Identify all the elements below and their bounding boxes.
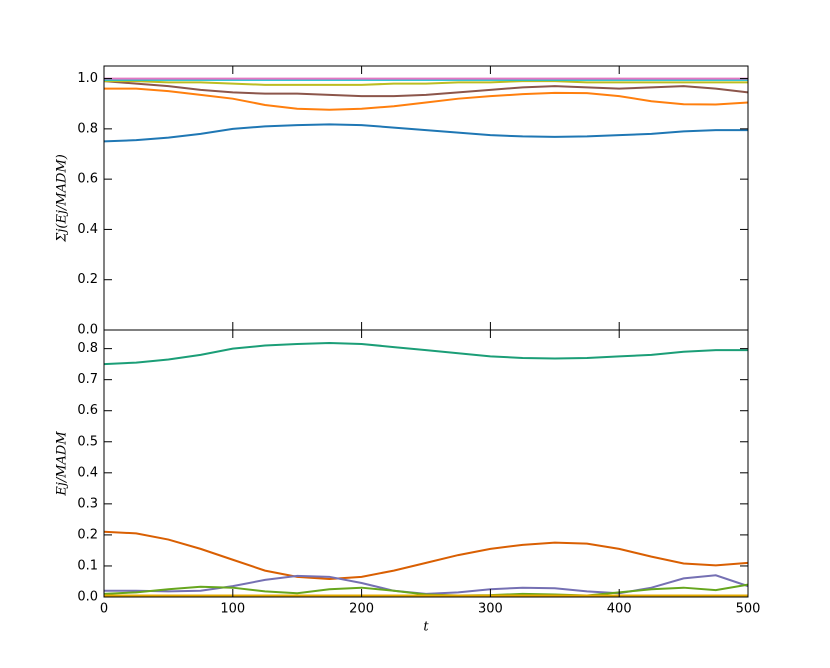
y-tick-label: 0.6	[77, 403, 98, 418]
series-line	[103, 123, 748, 143]
y-tick-label: 0.1	[77, 558, 98, 573]
x-tick-label: 0	[100, 602, 108, 617]
y-tick-label: 0.6	[77, 172, 98, 187]
y-tick-label: 0.0	[77, 590, 98, 605]
series-line	[103, 80, 749, 98]
y-axis-label: Ej/MADM	[55, 431, 70, 497]
y-tick-label: 0.4	[77, 222, 98, 237]
y-axis-label: Σj(Ej/MADM)	[55, 154, 70, 243]
y-tick-label: 0.3	[77, 496, 98, 511]
x-axis-label: t	[423, 620, 429, 635]
series-line	[104, 574, 749, 595]
y-tick-label: 1.0	[77, 71, 98, 86]
y-tick-label: 0.4	[77, 465, 98, 480]
series-line	[103, 530, 749, 580]
y-tick-label: 0.7	[77, 372, 98, 387]
y-tick-label: 0.5	[77, 434, 98, 449]
y-tick-label: 0.2	[77, 527, 98, 542]
series-line	[104, 80, 748, 86]
y-tick-label: 0.8	[77, 341, 98, 356]
axes-frame	[103, 65, 749, 331]
series-line	[103, 342, 748, 366]
x-tick-label: 200	[349, 602, 374, 617]
x-tick-label: 300	[478, 602, 503, 617]
x-tick-label: 400	[607, 602, 632, 617]
y-tick-label: 0.2	[77, 272, 98, 287]
y-tick-label: 0.0	[77, 323, 98, 338]
axes-frame	[103, 329, 749, 598]
x-tick-label: 500	[736, 602, 761, 617]
y-tick-label: 0.8	[77, 121, 98, 136]
series-line	[104, 87, 749, 111]
x-tick-label: 100	[220, 602, 245, 617]
